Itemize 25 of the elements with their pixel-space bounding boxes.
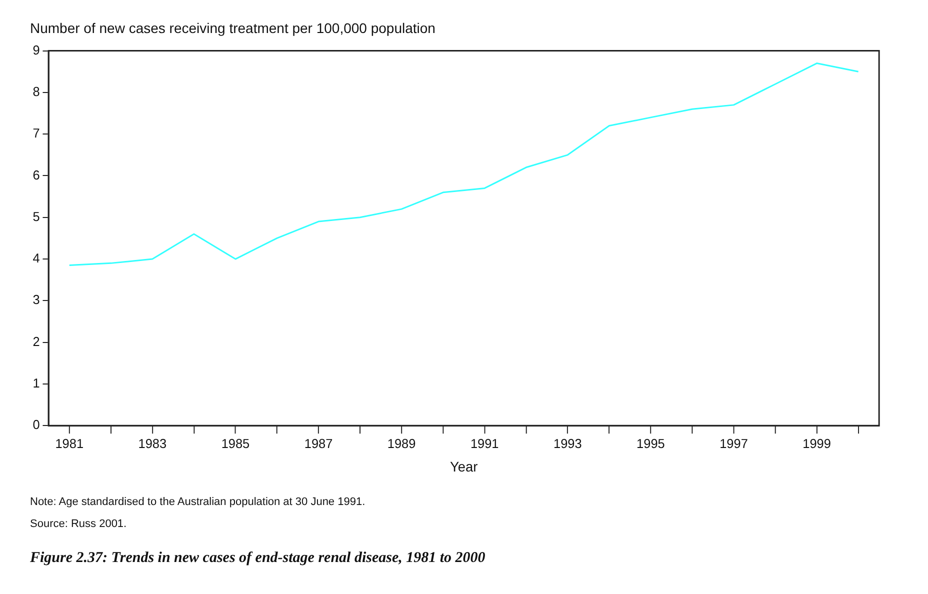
x-axis-title: Year bbox=[450, 458, 478, 474]
y-tick-label: 7 bbox=[32, 126, 40, 141]
y-tick-label: 6 bbox=[32, 167, 40, 182]
x-tick-label: 1983 bbox=[138, 436, 167, 452]
x-tick-label: 1985 bbox=[221, 436, 250, 452]
x-tick-label: 1997 bbox=[720, 436, 748, 452]
x-tick-label: 1995 bbox=[636, 436, 665, 452]
x-tick-label: 1999 bbox=[802, 436, 831, 452]
x-tick-label: 1993 bbox=[554, 436, 582, 452]
y-tick-label: 1 bbox=[32, 375, 40, 391]
text: Figure 2.37: Trends in new cases of end-stage renal disease, 1981 to 2000 bbox=[30, 550, 486, 567]
x-tick-label: 1989 bbox=[387, 436, 416, 452]
text: Note: Age standardised to the Australian population at 30 June 1991. bbox=[30, 496, 366, 508]
y-axis-title: Number of new cases receiving treatment per 100,000 population bbox=[30, 20, 436, 36]
y-tick-label: 0 bbox=[32, 417, 40, 432]
x-tick-label: 1991 bbox=[470, 436, 499, 452]
x-tick-label: 1987 bbox=[304, 436, 333, 452]
y-tick-label: 9 bbox=[32, 42, 40, 58]
y-tick-label: 3 bbox=[32, 292, 40, 308]
y-tick-label: 5 bbox=[32, 208, 40, 224]
y-tick-label: 2 bbox=[32, 334, 40, 349]
y-tick-label: 8 bbox=[32, 84, 40, 100]
y-tick-label: 4 bbox=[32, 250, 40, 266]
x-tick-label: 1981 bbox=[55, 436, 84, 452]
source-note: Source: Russ 2001. bbox=[30, 518, 127, 530]
